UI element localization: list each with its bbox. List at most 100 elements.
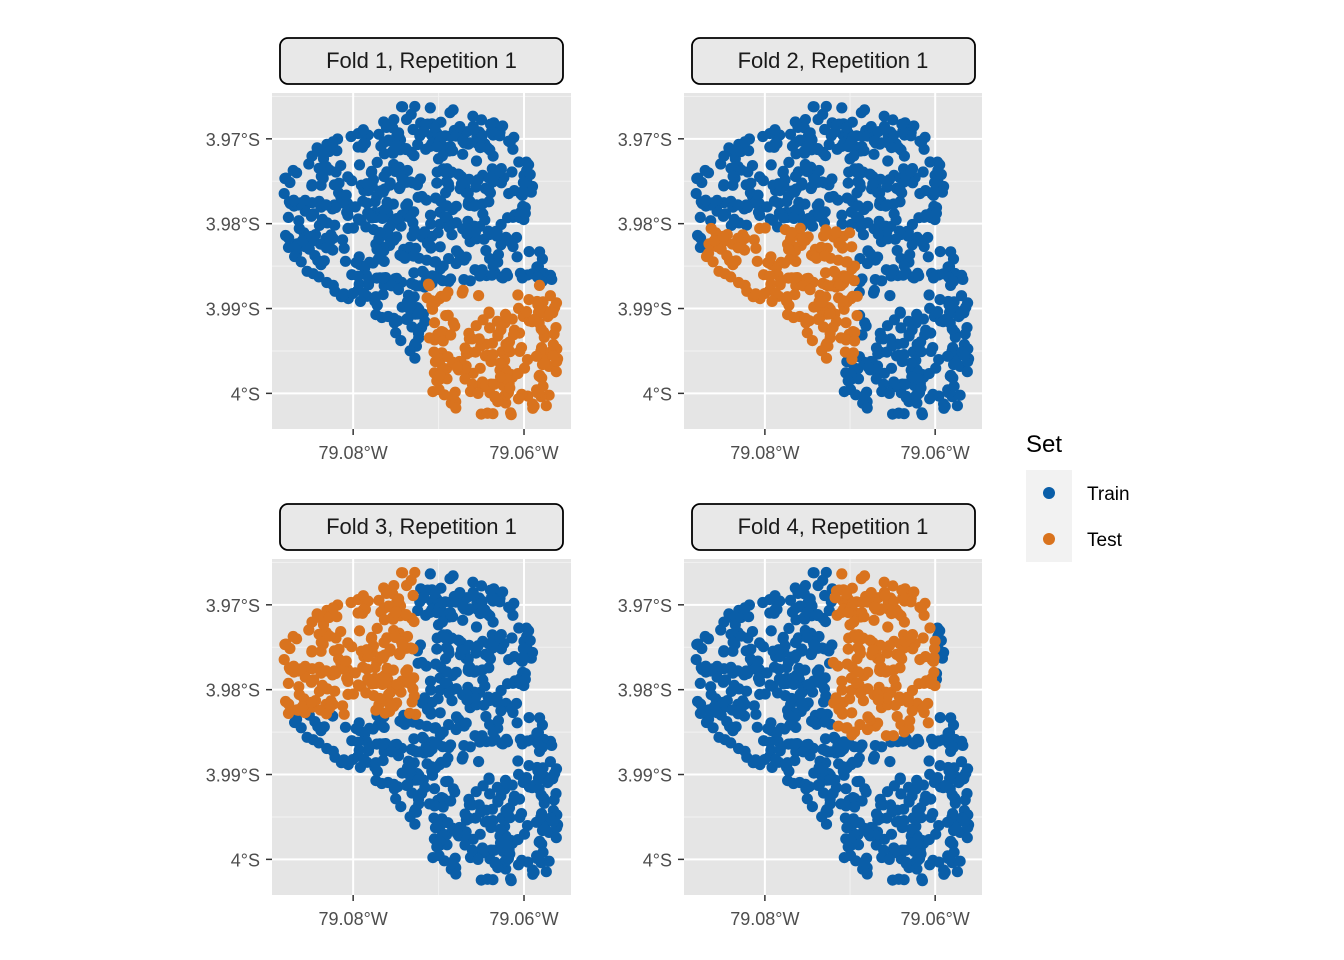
train-point [321,742,333,755]
train-point [692,638,704,650]
test-point [540,400,552,412]
train-point [880,200,892,212]
train-point [546,273,558,285]
train-point [861,868,873,880]
test-point [797,234,809,246]
test-point [487,349,499,361]
train-point [727,722,739,735]
test-point [378,636,390,649]
train-point [306,230,318,242]
train-point [804,593,816,605]
test-point [925,673,938,685]
train-point [842,177,854,189]
train-point [916,407,928,419]
train-point [429,588,441,600]
train-point [470,155,483,167]
test-point [483,306,495,318]
train-point [895,788,907,800]
test-point [929,643,941,655]
test-point [459,342,471,354]
train-point [421,703,434,716]
train-point [495,177,507,189]
train-point [727,170,739,182]
train-point [961,366,973,378]
train-point [932,306,944,318]
train-point [458,740,470,752]
train-point [282,241,295,253]
train-point [483,694,496,707]
train-point [862,245,874,257]
train-point [827,190,840,203]
y-tick-label: 3.98°S [206,681,260,701]
test-point [391,679,403,691]
train-point [924,859,936,871]
train-point [772,687,784,699]
train-point [450,723,462,736]
train-point [436,150,448,162]
test-point [530,350,543,362]
train-point [745,643,757,655]
train-point [501,270,514,282]
train-point [381,196,393,208]
test-point [783,299,795,311]
train-point [837,761,849,773]
train-point [517,643,530,655]
test-point [713,265,725,277]
train-point [851,756,863,768]
train-point [282,211,294,223]
test-point [868,614,880,626]
test-point [431,375,443,387]
train-point [405,108,417,120]
train-point [840,738,852,750]
train-point [808,639,820,651]
train-point [844,383,857,396]
train-point [388,114,400,126]
train-point [363,276,375,288]
train-point [533,836,545,848]
train-point [431,643,443,655]
test-point [396,639,408,651]
test-point [824,308,836,320]
train-point [416,731,429,744]
train-point [519,207,531,219]
test-point [836,568,848,580]
train-point [434,707,446,719]
train-point [544,774,556,786]
train-point [823,138,835,151]
train-point [740,685,753,697]
test-point [477,314,489,326]
train-point [483,772,495,784]
train-point [472,174,484,186]
train-point [508,651,520,663]
train-point [872,228,884,240]
train-point [301,265,313,277]
test-point [360,687,372,699]
train-point [439,632,451,644]
train-point [792,121,804,133]
train-point [949,823,961,836]
train-point [467,110,479,122]
train-point [922,251,934,263]
train-point [376,212,388,224]
train-point [944,317,956,329]
train-point [338,288,350,300]
train-point [305,210,317,222]
y-tick-label: 3.97°S [206,130,260,150]
train-point [404,212,416,224]
train-point [470,621,483,633]
train-point [930,828,942,840]
train-point [900,857,912,870]
train-point [793,662,805,675]
train-point [903,330,915,342]
test-point [457,284,469,296]
train-point [484,584,497,596]
train-point [450,245,463,257]
test-point [852,666,864,678]
train-point [371,765,383,777]
train-point [944,370,956,382]
train-point [295,722,307,734]
train-point [781,757,794,769]
train-point [494,823,506,835]
test-point [547,350,559,362]
train-point [888,129,900,141]
